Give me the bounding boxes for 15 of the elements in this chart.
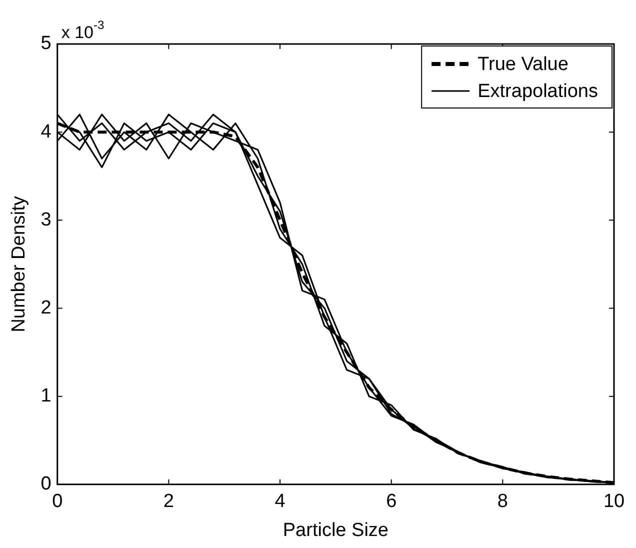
legend-label: Extrapolations	[478, 81, 598, 102]
legend-label: True Value	[478, 54, 568, 76]
y-tick-label: 1	[40, 386, 52, 407]
x-tick-label: 8	[497, 491, 508, 512]
x-tick-label: 4	[274, 491, 286, 512]
y-tick-label: 4	[40, 121, 52, 142]
y-tick-label: 3	[40, 209, 52, 230]
x-axis-title: Particle Size	[282, 520, 388, 541]
x-tick-label: 6	[386, 491, 397, 512]
x-tick-label: 10	[603, 491, 625, 512]
y-tick-label: 2	[40, 297, 52, 318]
y-tick-label: 0	[40, 474, 52, 495]
y-axis-title: Number Density	[8, 196, 30, 332]
y-tick-label: 5	[40, 33, 52, 54]
x-tick-label: 2	[163, 491, 174, 512]
